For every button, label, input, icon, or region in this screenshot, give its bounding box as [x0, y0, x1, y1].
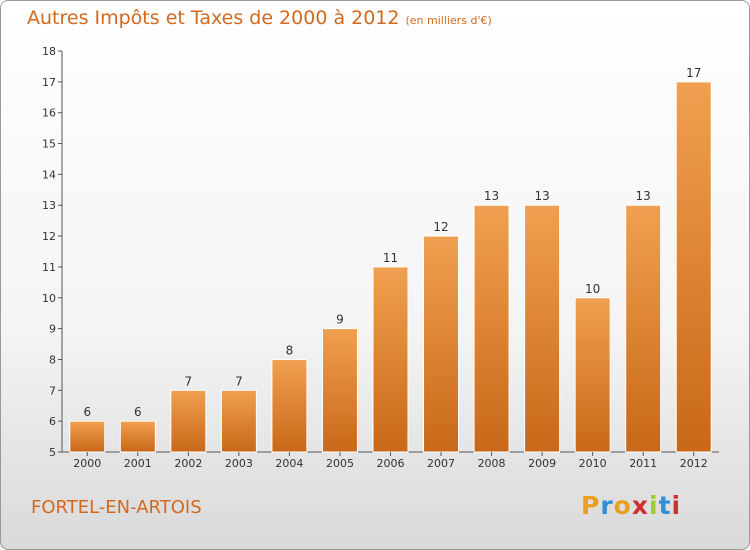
logo-letter: x: [631, 491, 649, 520]
y-tick-label: 9: [49, 323, 56, 336]
y-tick-label: 14: [42, 168, 56, 181]
bar-value-label: 6: [83, 405, 91, 419]
bar: [321, 328, 358, 453]
logo-letter: o: [613, 491, 632, 520]
x-tick-label: 2007: [427, 457, 455, 470]
x-tick-label: 2004: [275, 457, 303, 470]
bar: [170, 389, 207, 453]
proxiti-logo: Proxiti: [581, 491, 681, 520]
bar: [625, 204, 662, 453]
bar: [271, 358, 308, 453]
bar-value-label: 9: [336, 313, 344, 327]
y-tick-label: 5: [49, 446, 56, 459]
bar-value-label: 6: [134, 405, 142, 419]
x-tick-label: 2006: [377, 457, 405, 470]
logo-letter: i: [649, 491, 659, 520]
logo-letter: i: [671, 491, 682, 520]
x-tick-label: 2008: [478, 457, 506, 470]
bar: [574, 297, 611, 453]
x-tick-label: 2002: [174, 457, 202, 470]
y-tick-label: 10: [42, 292, 56, 305]
town-name: FORTEL-EN-ARTOIS: [31, 497, 202, 518]
chart-title-text: Autres Impôts et Taxes de 2000 à 2012: [27, 7, 400, 29]
bar-value-label: 10: [585, 282, 600, 296]
y-tick-label: 17: [42, 76, 56, 89]
x-tick-label: 2011: [629, 457, 657, 470]
bar: [675, 81, 712, 453]
x-tick-label: 2003: [225, 457, 253, 470]
logo-letter: r: [600, 491, 614, 520]
bar: [69, 420, 106, 453]
x-tick-label: 2009: [528, 457, 556, 470]
bar: [473, 204, 510, 453]
y-tick-label: 15: [42, 138, 56, 151]
y-tick-label: 12: [42, 230, 56, 243]
chart-title: Autres Impôts et Taxes de 2000 à 2012 (en…: [27, 7, 492, 29]
y-tick-label: 6: [49, 415, 56, 428]
y-tick-label: 8: [49, 353, 56, 366]
bar: [423, 235, 460, 453]
logo-letter: P: [581, 491, 601, 520]
bar: [524, 204, 561, 453]
bar-value-label: 7: [235, 374, 243, 388]
bar-value-label: 11: [383, 251, 398, 265]
bar: [372, 266, 409, 453]
bar: [119, 420, 156, 453]
bar-value-label: 13: [484, 189, 499, 203]
bar-value-label: 7: [185, 374, 193, 388]
y-tick-label: 7: [49, 384, 56, 397]
x-tick-label: 2012: [680, 457, 708, 470]
bar-value-label: 8: [286, 343, 294, 357]
bar-value-label: 13: [636, 189, 651, 203]
x-tick-label: 2001: [124, 457, 152, 470]
y-tick-label: 11: [42, 261, 56, 274]
x-tick-label: 2010: [579, 457, 607, 470]
bar-value-label: 17: [686, 66, 701, 80]
x-tick-label: 2005: [326, 457, 354, 470]
logo-letter: t: [658, 491, 672, 520]
bar-value-label: 13: [534, 189, 549, 203]
x-tick-label: 2000: [73, 457, 101, 470]
bar-value-label: 12: [433, 220, 448, 234]
chart-subtitle: (en milliers d'€): [405, 14, 492, 27]
y-tick-label: 16: [42, 107, 56, 120]
bar: [220, 389, 257, 453]
y-tick-label: 13: [42, 199, 56, 212]
y-tick-label: 18: [42, 45, 56, 58]
